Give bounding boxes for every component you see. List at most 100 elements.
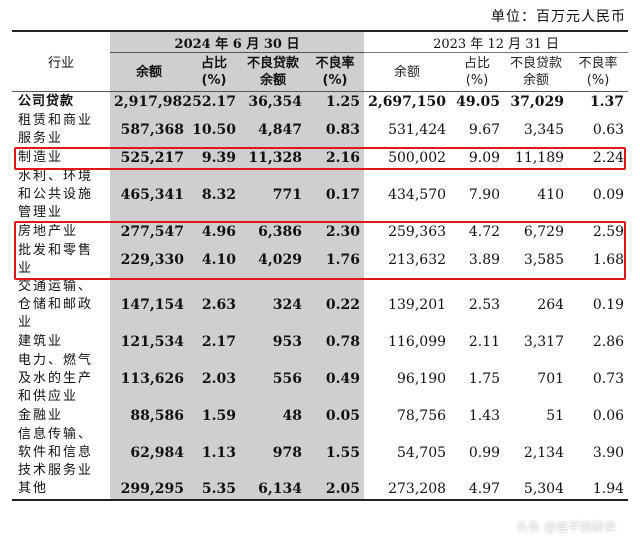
value-cell: 54,705 [397, 444, 447, 461]
industry-cell: 电力、燃气及水的生产和供应业 [18, 352, 94, 404]
period-header-row: 行业 2024 年 6 月 30 日 2023 年 12 月 31 日 [12, 30, 629, 92]
value-cell: 1.55 [306, 425, 365, 480]
value-cell: 1.13 [188, 425, 240, 480]
value-cell: 0.78 [306, 331, 365, 352]
value-cell: 1.76 [306, 241, 365, 278]
value-cell: 3,585 [523, 251, 565, 268]
value-cell: 96,190 [397, 370, 447, 387]
value-cell: 1.59 [188, 405, 240, 426]
value-cell: 3.89 [468, 251, 501, 268]
table-row: 公司贷款 2,917,982 52.17 36,354 1.25 2,697,150 49.… [12, 91, 629, 112]
value-cell: 2,134 [523, 444, 565, 461]
table-row: 金融业 88,586 1.59 48 0.05 78,756 1.43 51 0.06 [12, 405, 628, 426]
industry-cell: 信息传输、软件和信息技术服务业 [18, 426, 94, 478]
value-cell: 36,354 [240, 91, 306, 112]
value-cell: 10.50 [188, 111, 240, 148]
value-cell: 7.90 [468, 186, 501, 203]
value-cell: 6,729 [523, 223, 565, 240]
value-cell: 2.17 [188, 331, 240, 352]
value-cell: 299,295 [110, 479, 188, 501]
table-row: 房地产业 277,547 4.96 6,386 2.30 259,363 4.72 6,729… [12, 221, 628, 242]
value-cell: 4.10 [188, 241, 240, 278]
value-cell: 147,154 [110, 277, 188, 332]
value-cell: 5.35 [188, 479, 240, 501]
loan-by-industry-table: 行业 2024 年 6 月 30 日 2023 年 12 月 31 日 余额 占… [12, 30, 629, 501]
industry-cell: 制造业 [18, 149, 64, 165]
value-cell: 2,697,150 [364, 91, 451, 112]
value-cell: 8.32 [188, 167, 240, 222]
industry-cell: 其他 [12, 479, 110, 501]
npl-ratio-2023-header: 不良率(%) [578, 56, 618, 88]
value-cell: 1.68 [592, 251, 625, 268]
table-row: 批发和零售业 229,330 4.10 4,029 1.76 213,632 3.89 3,5… [12, 241, 628, 278]
value-cell: 2.59 [592, 223, 625, 240]
industry-cell: 金融业 [18, 407, 64, 423]
value-cell: 4.72 [468, 223, 501, 240]
value-cell: 2.03 [188, 351, 240, 406]
value-cell: 1.37 [568, 91, 629, 112]
value-cell: 78,756 [397, 407, 447, 424]
value-cell: 6,134 [240, 479, 306, 501]
npl-balance-2023-header: 不良贷款余额 [510, 56, 563, 88]
value-cell: 52.17 [188, 91, 240, 112]
value-cell: 587,368 [110, 111, 188, 148]
npl-balance-2024-header: 不良贷款余额 [240, 52, 306, 92]
value-cell: 2.30 [306, 221, 365, 242]
value-cell: 62,984 [110, 425, 188, 480]
value-cell: 2.53 [468, 296, 501, 313]
industry-header: 行业 [12, 30, 110, 92]
npl-ratio-2024-header: 不良率(%) [306, 52, 365, 92]
value-cell: 500,002 [388, 149, 447, 166]
value-cell: 1.43 [468, 407, 501, 424]
value-cell: 0.63 [592, 121, 625, 138]
value-cell: 0.49 [306, 351, 365, 406]
value-cell: 465,341 [110, 167, 188, 222]
value-cell: 531,424 [388, 121, 447, 138]
table-row: 其他 299,295 5.35 6,134 2.05 273,208 4.97 5,304 1.… [12, 479, 629, 501]
value-cell: 229,330 [110, 241, 188, 278]
value-cell: 11,189 [515, 149, 565, 166]
industry-cell: 水利、环境和公共设施管理业 [18, 168, 94, 220]
value-cell: 51 [546, 407, 565, 424]
value-cell: 525,217 [110, 147, 188, 168]
value-cell: 434,570 [388, 186, 447, 203]
industry-cell: 建筑业 [18, 333, 64, 349]
table-row: 建筑业 121,534 2.17 953 0.78 116,099 2.11 3,317 2.8… [12, 331, 628, 352]
value-cell: 1.25 [306, 91, 365, 112]
value-cell: 37,029 [504, 91, 569, 112]
value-cell: 3,345 [523, 121, 565, 138]
value-cell: 4.96 [188, 221, 240, 242]
value-cell: 277,547 [110, 221, 188, 242]
value-cell: 978 [240, 425, 306, 480]
table-row: 制造业 525,217 9.39 11,328 2.16 500,002 9.09 11,18… [12, 147, 628, 168]
value-cell: 48 [240, 405, 306, 426]
value-cell: 0.09 [592, 186, 625, 203]
balance-2024-header: 余额 [110, 52, 188, 92]
value-cell: 953 [240, 331, 306, 352]
industry-cell: 房地产业 [18, 223, 79, 239]
value-cell: 0.22 [306, 277, 365, 332]
table-row: 交通运输、仓储和邮政业 147,154 2.63 324 0.22 139,201 2.53… [12, 277, 628, 332]
unit-label: 单位：百万元人民币 [491, 9, 626, 25]
period-2024-header: 2024 年 6 月 30 日 [110, 30, 365, 53]
value-cell: 113,626 [110, 351, 188, 406]
share-2023-header: 占比(%) [464, 56, 491, 88]
value-cell: 2.86 [592, 333, 625, 350]
value-cell: 121,534 [110, 331, 188, 352]
value-cell: 2.63 [188, 277, 240, 332]
value-cell: 9.67 [468, 121, 501, 138]
value-cell: 2.16 [306, 147, 365, 168]
value-cell: 4,847 [240, 111, 306, 148]
value-cell: 4,029 [240, 241, 306, 278]
industry-cell: 租赁和商业服务业 [18, 112, 94, 146]
value-cell: 9.39 [188, 147, 240, 168]
industry-cell: 交通运输、仓储和邮政业 [18, 278, 94, 330]
value-cell: 0.05 [306, 405, 365, 426]
value-cell: 3.90 [592, 444, 625, 461]
value-cell: 1.94 [568, 479, 629, 501]
industry-cell: 公司贷款 [12, 91, 110, 112]
table-row: 信息传输、软件和信息技术服务业 62,984 1.13 978 1.55 54,705 0.… [12, 425, 628, 480]
value-cell: 2,917,982 [110, 91, 192, 112]
value-cell: 0.83 [306, 111, 365, 148]
value-cell: 6,386 [240, 221, 306, 242]
